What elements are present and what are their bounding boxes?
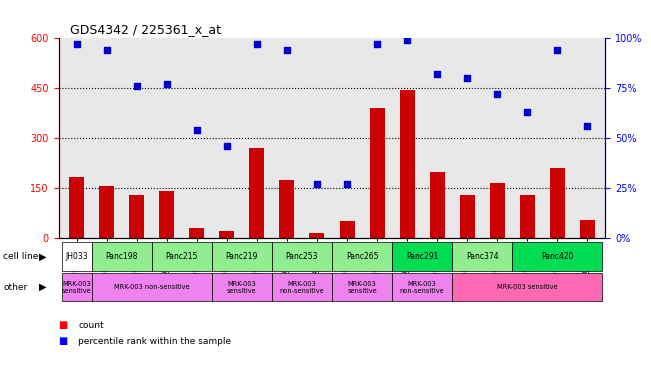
Point: [161, 81, 172, 88]
Text: MRK-003
non-sensitive: MRK-003 non-sensitive: [400, 281, 445, 293]
Point: [372, 41, 382, 48]
Text: Panc198: Panc198: [105, 252, 138, 261]
Point: [492, 91, 503, 98]
Bar: [370, 108, 385, 238]
Text: Panc219: Panc219: [226, 252, 258, 261]
Point: [552, 47, 562, 53]
Point: [132, 83, 142, 89]
Text: MRK-003 sensitive: MRK-003 sensitive: [497, 284, 558, 290]
Bar: [550, 168, 565, 238]
Point: [582, 123, 592, 129]
Point: [312, 181, 322, 187]
Text: Panc253: Panc253: [286, 252, 318, 261]
Text: ■: ■: [59, 320, 68, 330]
Bar: [580, 220, 595, 238]
Text: MRK-003
sensitive: MRK-003 sensitive: [227, 281, 256, 293]
Point: [462, 75, 473, 81]
Bar: [490, 183, 505, 238]
Text: Panc291: Panc291: [406, 252, 438, 261]
Point: [282, 47, 292, 53]
Text: JH033: JH033: [65, 252, 88, 261]
Text: MRK-003
sensitive: MRK-003 sensitive: [62, 281, 92, 293]
Point: [191, 127, 202, 133]
Point: [402, 37, 412, 43]
Text: ▶: ▶: [38, 282, 46, 292]
Bar: [460, 195, 475, 238]
Point: [72, 41, 82, 48]
Point: [252, 41, 262, 48]
Text: Panc215: Panc215: [165, 252, 198, 261]
Text: ▶: ▶: [38, 251, 46, 262]
Bar: [279, 180, 294, 238]
Bar: [189, 228, 204, 238]
Bar: [249, 148, 264, 238]
Text: other: other: [3, 283, 27, 291]
Point: [221, 143, 232, 149]
Text: MRK-003
sensitive: MRK-003 sensitive: [347, 281, 377, 293]
Bar: [340, 222, 355, 238]
Bar: [69, 177, 84, 238]
Bar: [159, 192, 174, 238]
Text: GDS4342 / 225361_x_at: GDS4342 / 225361_x_at: [70, 23, 221, 36]
Bar: [309, 233, 324, 238]
Text: Panc265: Panc265: [346, 252, 378, 261]
Point: [522, 109, 533, 115]
Text: Panc420: Panc420: [541, 252, 574, 261]
Text: MRK-003 non-sensitive: MRK-003 non-sensitive: [114, 284, 189, 290]
Bar: [519, 195, 535, 238]
Text: Panc374: Panc374: [466, 252, 499, 261]
Text: ■: ■: [59, 336, 68, 346]
Bar: [99, 187, 114, 238]
Text: percentile rank within the sample: percentile rank within the sample: [78, 337, 231, 346]
Bar: [129, 195, 145, 238]
Point: [102, 47, 112, 53]
Bar: [219, 232, 234, 238]
Text: count: count: [78, 321, 104, 330]
Point: [432, 71, 443, 78]
Point: [342, 181, 352, 187]
Bar: [430, 172, 445, 238]
Text: MRK-003
non-sensitive: MRK-003 non-sensitive: [279, 281, 324, 293]
Text: cell line: cell line: [3, 252, 38, 261]
Bar: [400, 90, 415, 238]
